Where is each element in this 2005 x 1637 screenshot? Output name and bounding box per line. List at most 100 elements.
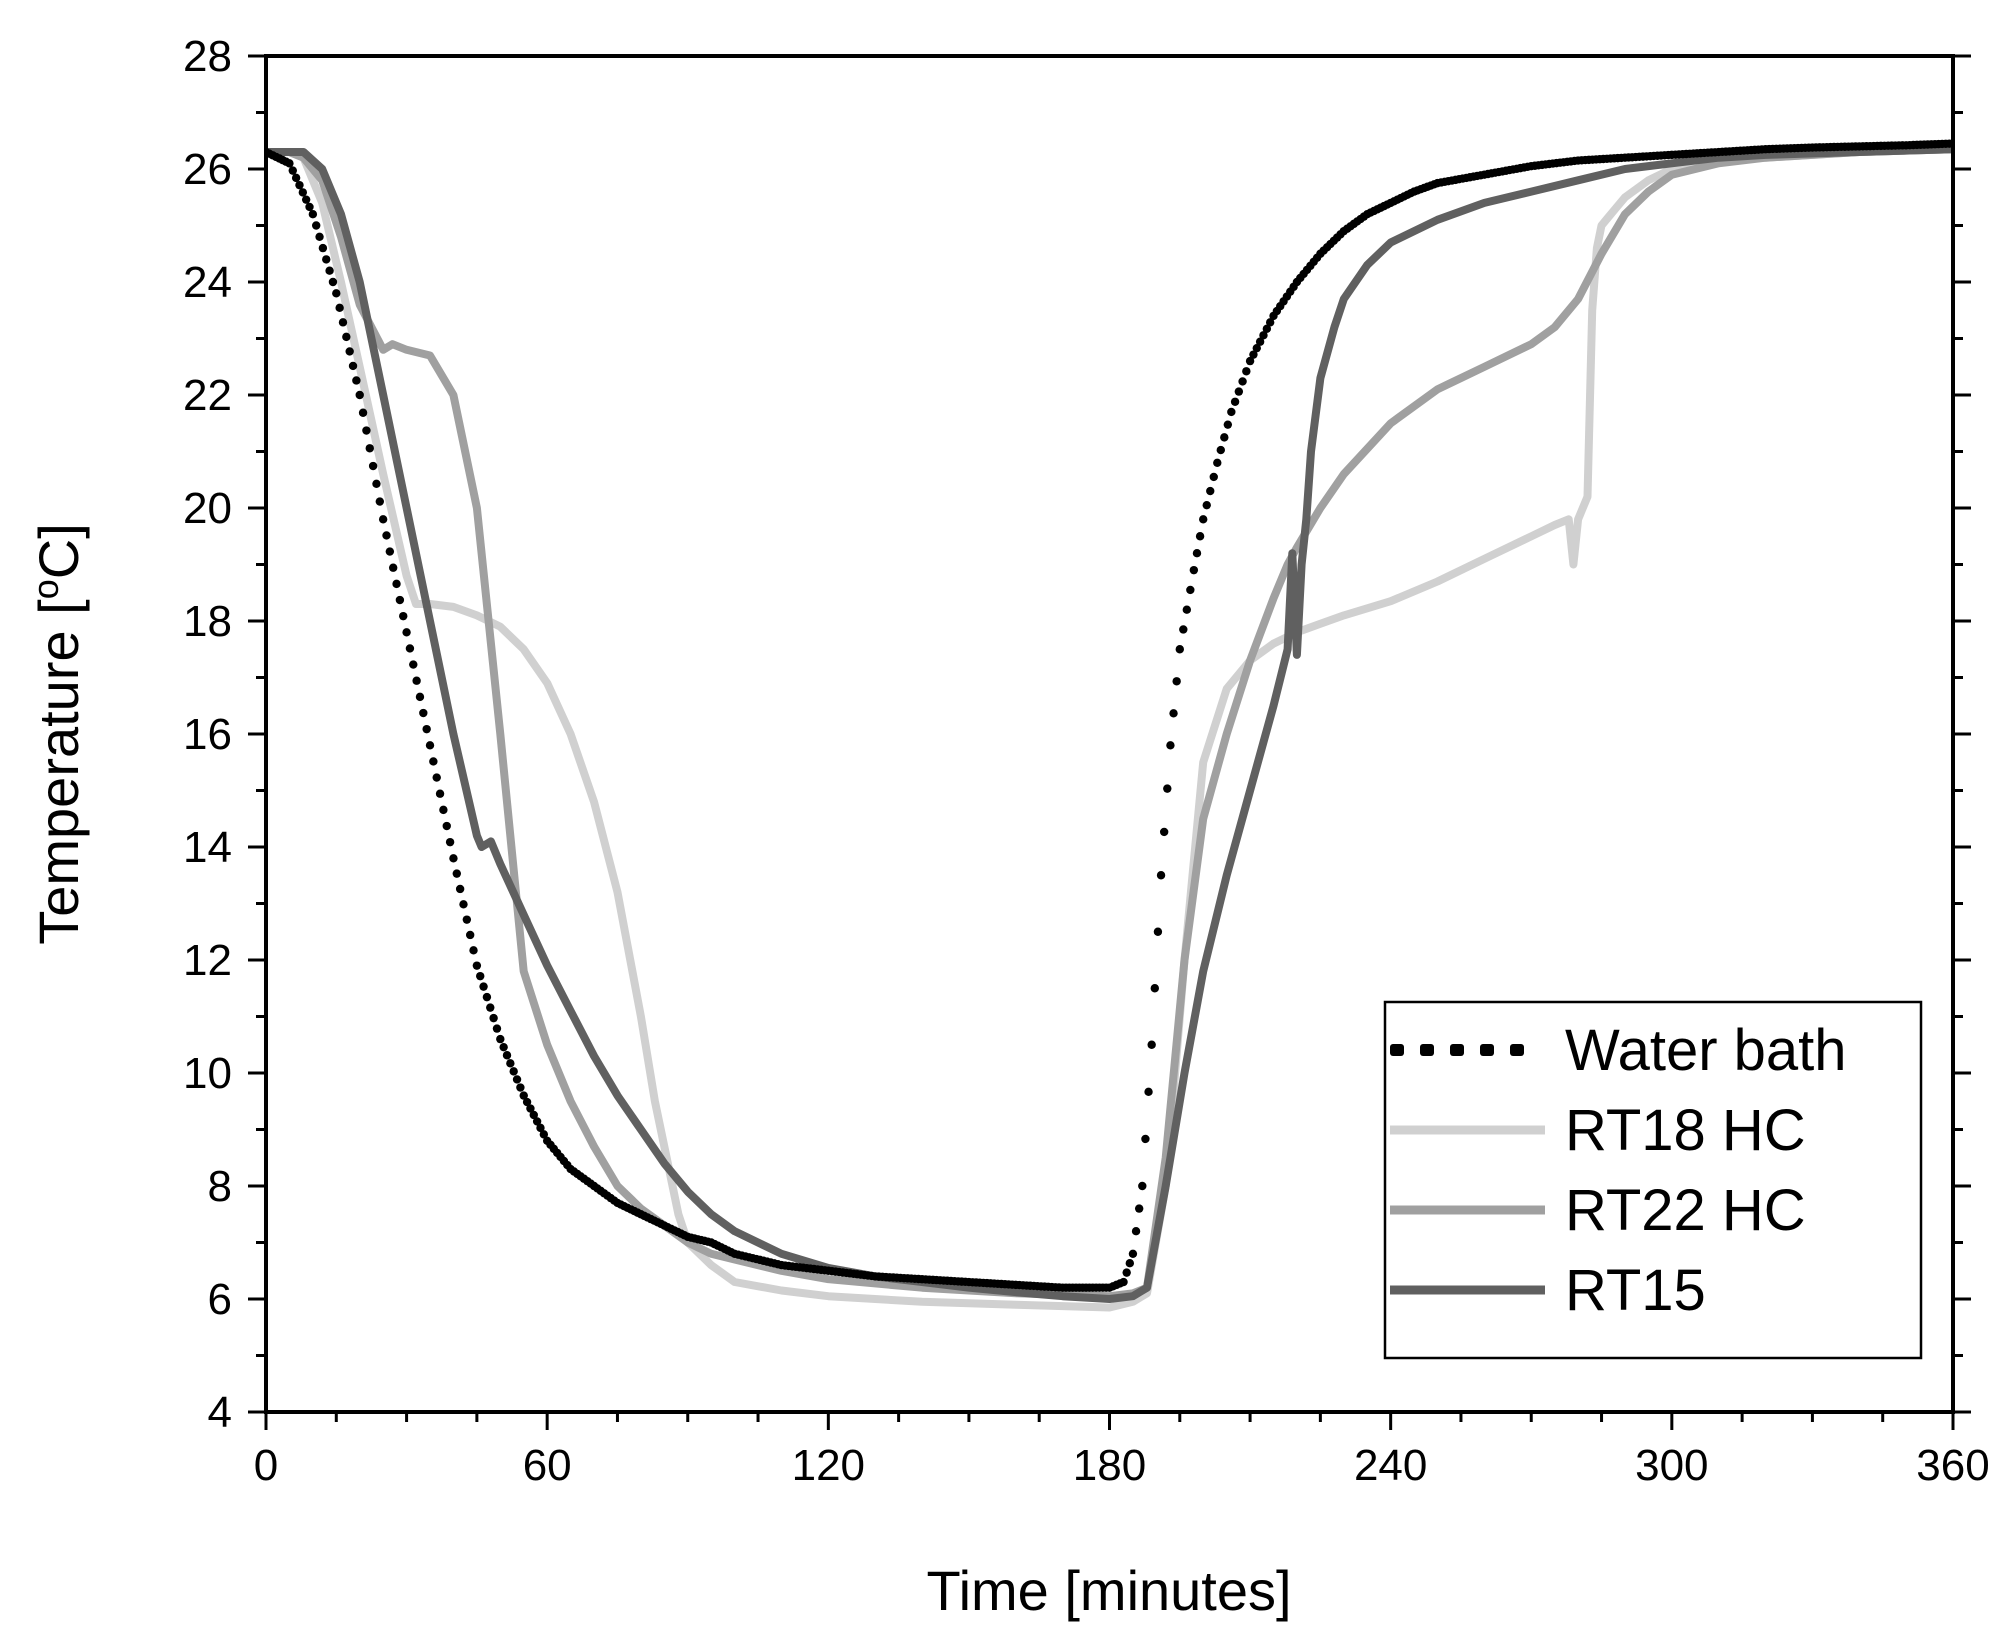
series-point [479,982,488,991]
legend-label: RT18 HC [1565,1098,1806,1163]
ticks-layer: 0 60 120 180 240 300 360 4 6 8 10 12 14 16 18 20 22 24 26 2… [183,32,1990,1490]
series-point [1163,784,1172,793]
y-tick-label: 18 [183,597,232,646]
x-tick-label: 240 [1354,1441,1427,1490]
series-point [1213,458,1222,467]
series-point [1252,343,1261,353]
series-point [318,243,328,253]
series-layer [266,139,1953,1312]
series-point [1199,515,1208,524]
series-point [368,461,378,471]
series-point [388,563,398,572]
series-point [1153,927,1163,936]
series-point [452,869,461,878]
series-point [1141,1134,1150,1144]
series-point [432,773,441,782]
series-point [1131,1227,1141,1236]
series-point [312,221,321,230]
series-point [465,930,475,940]
series-point [385,547,395,556]
series-point [502,1051,512,1060]
series-point [1249,350,1258,359]
legend-swatch [1420,1044,1434,1056]
x-axis-title: Time [minutes] [926,1559,1291,1622]
series-point [1245,356,1255,366]
series-point [1255,337,1265,346]
x-tick-label: 300 [1635,1441,1708,1490]
series-line [266,145,1953,1303]
series-point [352,376,361,385]
series-point [365,444,374,453]
series-point [1189,565,1199,575]
legend-swatch [1450,1044,1464,1056]
series-point [422,724,431,734]
series-point [496,1034,505,1044]
series-point [1206,486,1215,496]
series-point [315,232,324,241]
y-tick-label: 22 [183,371,232,420]
series-point [1223,420,1233,429]
series-point [395,595,405,605]
series-point [1175,645,1184,654]
series-point [529,1110,538,1120]
series-point [455,884,465,894]
series-point [1230,397,1240,406]
series-point [532,1117,542,1126]
series-point [295,180,304,190]
y-tick-label: 20 [183,484,232,533]
series-point [472,961,482,970]
series-point [425,741,435,750]
series-point [1147,1040,1156,1049]
series-point [1202,500,1211,510]
series-point [1150,984,1159,993]
series-point [291,173,301,183]
y-tick-label: 6 [208,1275,232,1324]
series-point [1159,827,1169,837]
legend-item-rt22-hc: RT22 HC [1390,1178,1806,1243]
series-water-bath [266,139,1953,1292]
y-tick-label: 16 [183,710,232,759]
series-point [1195,532,1205,541]
series-point [506,1059,515,1068]
y-tick-label: 8 [208,1162,232,1211]
legend-swatch [1390,1044,1404,1056]
series-point [335,303,344,313]
series-point [512,1075,522,1084]
series-point [382,531,391,540]
series-point [1134,1204,1144,1213]
series-point [419,708,428,718]
x-tick-label: 120 [792,1441,865,1490]
series-point [288,166,297,175]
series-point [522,1097,532,1107]
x-tick-label: 60 [523,1441,572,1490]
series-point [308,210,318,219]
series-point [1242,367,1251,376]
series-point [372,479,381,488]
y-tick-label: 12 [183,936,232,985]
legend-label: Water bath [1565,1018,1847,1083]
series-point [355,390,364,400]
series-point [526,1104,535,1113]
series-point [429,757,438,766]
series-point [1265,318,1275,327]
series-point [1144,1087,1153,1097]
series-point [449,854,458,863]
series-point [516,1083,525,1092]
legend-label: RT15 [1565,1258,1706,1323]
series-point [489,1013,498,1023]
y-tick-label: 14 [183,823,232,872]
series-point [285,159,294,168]
series-point [1122,1268,1131,1277]
series-point [1166,741,1175,750]
legend: Water bath RT18 HC RT22 HC RT15 [1383,1000,1923,1360]
series-point [1128,1249,1138,1259]
series-point [1259,331,1268,340]
series-point [1234,387,1244,396]
series-point [492,1024,502,1033]
legend-item-rt15: RT15 [1390,1258,1706,1323]
series-point [1227,407,1236,417]
series-point [439,805,448,815]
legend-swatch [1510,1044,1524,1056]
series-point [1220,433,1229,442]
